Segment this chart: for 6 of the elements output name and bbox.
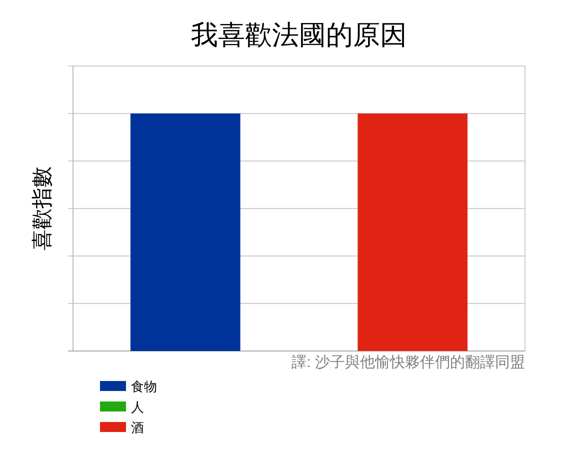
chart-title: 我喜歡法國的原因 bbox=[191, 20, 407, 50]
legend-label: 酒 bbox=[131, 420, 144, 435]
legend-label: 人 bbox=[131, 400, 144, 414]
legend-label: 食物 bbox=[131, 379, 157, 394]
y-axis-title: 喜歡指數 bbox=[31, 166, 54, 250]
text: 譯: 沙子與他愉快夥伴們的翻譯同盟 bbox=[292, 354, 525, 371]
